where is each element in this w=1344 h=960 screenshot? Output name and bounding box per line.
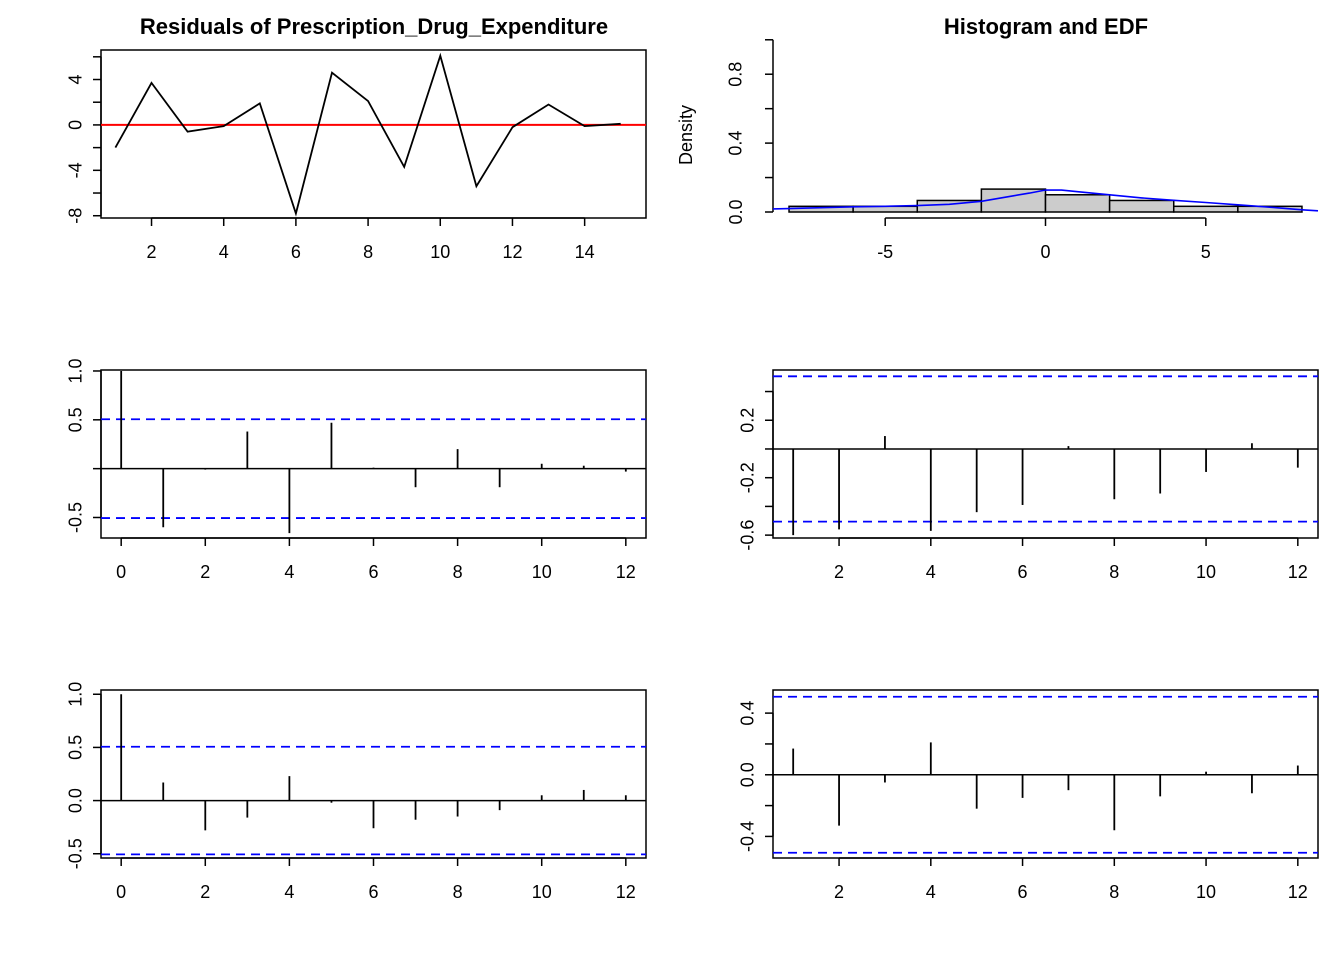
y-tick-label: 0.0 [738,762,758,787]
x-tick-label: 2 [834,562,844,582]
x-tick-label: 12 [616,882,636,902]
y-tick-label: 0 [66,120,86,130]
y-tick-label: -4 [66,162,86,178]
y-tick-label: 4 [66,75,86,85]
x-tick-label: 2 [200,882,210,902]
x-tick-label: 6 [1018,562,1028,582]
plot-frame [100,689,647,859]
x-tick-label: 2 [200,562,210,582]
residuals-series-line [114,52,621,217]
histogram-panel: Histogram and EDF Density -5 0 5 0.0 0.4 0.8 [676,14,1319,262]
y-tick-label: 0.5 [66,407,86,432]
histogram-title: Histogram and EDF [944,14,1148,39]
plot-frame [100,49,647,219]
pacf-squared-panel: 2 4 6 8 10 12 -0.4 0.0 0.4 [738,689,1319,902]
x-tick-label: 6 [291,242,301,262]
x-tick-label: 8 [453,562,463,582]
pacf-panel: 2 4 6 8 10 12 -0.6 -0.2 0.2 [738,369,1319,582]
histogram-bar [1044,194,1111,213]
x-tick-label: 0 [116,562,126,582]
y-tick-label: -8 [66,208,86,224]
y-tick-label: 0.0 [66,788,86,813]
y-tick-label: 0.5 [66,735,86,760]
acf-squared-panel: 0 2 4 6 8 10 12 -0.5 0.0 0.5 1.0 [66,682,647,902]
x-tick-label: 4 [926,882,936,902]
plot-frame [100,369,647,539]
y-tick-label: 0.2 [738,408,758,433]
plot-frame [772,689,1319,859]
y-tick-label: 1.0 [66,682,86,707]
y-tick-label: 0.8 [726,62,746,87]
y-tick-label: -0.5 [66,838,86,869]
y-tick-label: -0.4 [738,821,758,852]
x-tick-label: 4 [219,242,229,262]
x-tick-label: 10 [1196,882,1216,902]
histogram-y-axis-label: Density [676,105,696,165]
y-tick-label: -0.2 [738,462,758,493]
y-tick-label: 0.4 [726,131,746,156]
x-tick-label: 6 [368,882,378,902]
histogram-bar [1108,199,1175,213]
x-tick-label: 8 [363,242,373,262]
density-curve [772,189,1319,212]
x-tick-label: 2 [147,242,157,262]
x-tick-label: -5 [877,242,893,262]
x-tick-label: 0 [1040,242,1050,262]
x-tick-label: 10 [430,242,450,262]
x-tick-label: 8 [453,882,463,902]
x-tick-label: 4 [284,562,294,582]
x-tick-label: 10 [532,562,552,582]
x-tick-label: 14 [575,242,595,262]
x-tick-label: 6 [1018,882,1028,902]
x-tick-label: 10 [532,882,552,902]
x-tick-label: 2 [834,882,844,902]
x-tick-label: 0 [116,882,126,902]
y-tick-label: 1.0 [66,358,86,383]
y-tick-label: -0.6 [738,520,758,551]
plot-frame [772,369,1319,539]
x-tick-label: 8 [1109,562,1119,582]
x-tick-label: 5 [1201,242,1211,262]
x-tick-label: 6 [368,562,378,582]
residuals-panel: Residuals of Prescription_Drug_Expenditu… [66,14,647,262]
residuals-title: Residuals of Prescription_Drug_Expenditu… [140,14,608,39]
x-tick-label: 8 [1109,882,1119,902]
x-tick-label: 12 [502,242,522,262]
y-tick-label: -0.5 [66,502,86,533]
x-tick-label: 12 [1288,882,1308,902]
x-tick-label: 4 [284,882,294,902]
acf-panel: 0 2 4 6 8 10 12 -0.5 0.5 1.0 [66,358,647,582]
x-tick-label: 10 [1196,562,1216,582]
histogram-bar [1172,205,1239,213]
y-tick-label: 0.0 [726,199,746,224]
x-tick-label: 4 [926,562,936,582]
y-tick-label: 0.4 [738,701,758,726]
x-tick-label: 12 [1288,562,1308,582]
x-tick-label: 12 [616,562,636,582]
